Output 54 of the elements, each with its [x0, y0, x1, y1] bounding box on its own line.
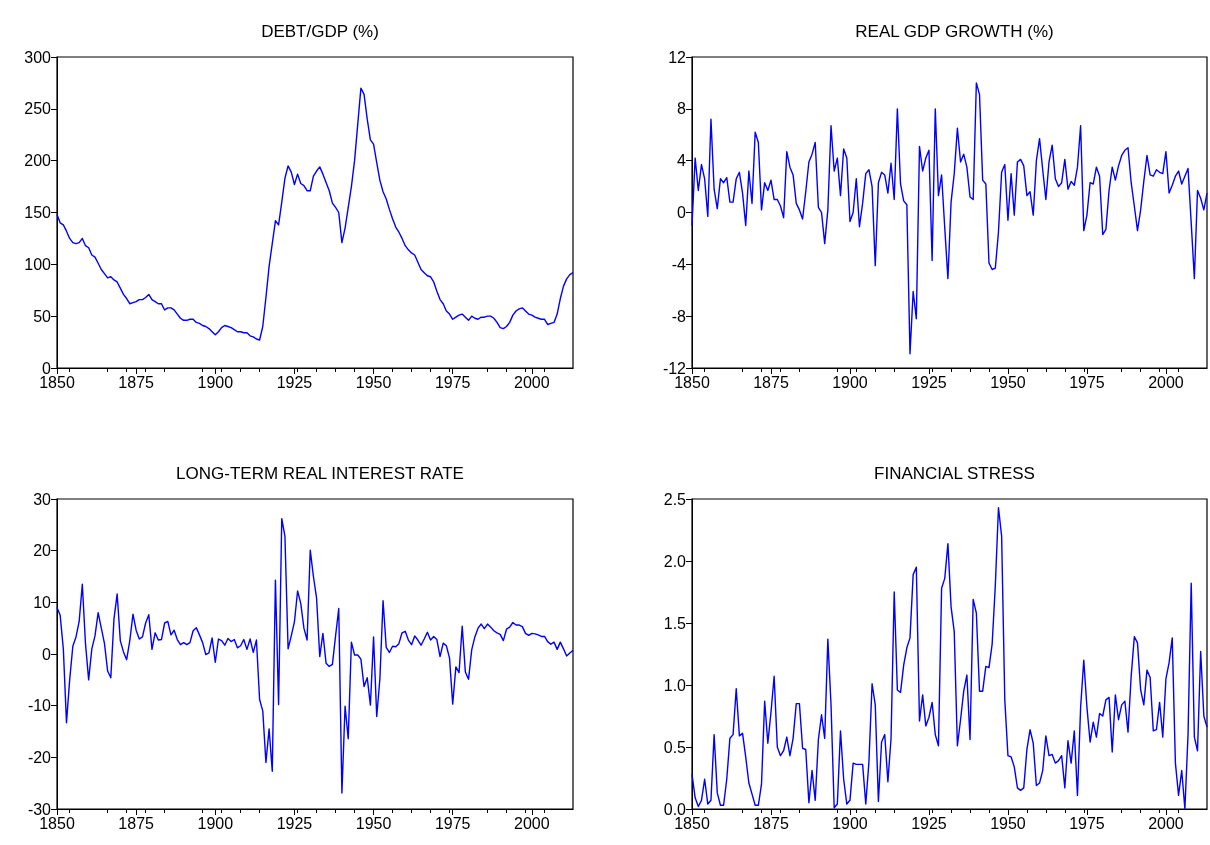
y-tick-label: 10	[33, 593, 52, 611]
x-tick-label: 1975	[1069, 373, 1105, 391]
x-tick-label: 1950	[990, 373, 1026, 391]
x-tick-label: 1900	[197, 814, 234, 832]
x-tick-label: 1950	[990, 814, 1026, 832]
x-tick-label: 2000	[1148, 814, 1184, 832]
x-tick-label: 2000	[1148, 373, 1184, 391]
x-tick-label: 1975	[434, 814, 471, 832]
y-tick-label: 30	[33, 490, 52, 508]
y-tick-label: 200	[24, 152, 52, 170]
y-tick-label: 1.0	[663, 676, 687, 694]
y-tick-label: -4	[671, 255, 687, 273]
y-tick-label: -20	[27, 748, 52, 766]
line-series	[691, 82, 1208, 355]
y-tick-label: 0.5	[663, 738, 687, 756]
y-tick-label: 1.5	[663, 614, 687, 632]
y-tick-label: 2.0	[663, 552, 687, 570]
y-tick-label: -8	[671, 307, 687, 325]
y-tick-label: 150	[24, 204, 52, 221]
x-tick-label: 1875	[753, 373, 789, 391]
x-tick-label: 1925	[911, 814, 947, 832]
x-tick-label: 2000	[514, 814, 550, 832]
y-tick-label: 4	[677, 152, 687, 170]
chart-title: LONG-TERM REAL INTEREST RATE	[176, 464, 464, 483]
y-tick-label: 50	[33, 307, 52, 325]
x-tick-label: 1925	[276, 373, 313, 391]
line-series	[56, 87, 574, 341]
line-series	[56, 517, 574, 794]
y-tick-label: 8	[677, 100, 687, 118]
chart-title: REAL GDP GROWTH (%)	[855, 22, 1054, 41]
y-tick-label: 250	[24, 100, 52, 118]
chart-title: DEBT/GDP (%)	[261, 22, 379, 41]
x-tick-label: 1875	[753, 814, 789, 832]
x-tick-label: 1950	[355, 814, 392, 832]
y-tick-label: 2.5	[663, 490, 687, 508]
chart-title: FINANCIAL STRESS	[874, 464, 1035, 483]
x-tick-label: 1975	[434, 373, 471, 391]
x-tick-label: 1950	[355, 373, 392, 391]
y-tick-label: -10	[27, 697, 52, 715]
x-tick-label: 1900	[832, 814, 868, 832]
x-tick-label: 1900	[832, 373, 868, 391]
y-tick-label: 0	[677, 204, 687, 221]
y-tick-label: 20	[33, 542, 52, 560]
x-tick-label: 2000	[514, 373, 550, 391]
x-tick-label: 1875	[118, 373, 155, 391]
y-tick-label: 0	[42, 645, 52, 663]
x-tick-label: 1925	[911, 373, 947, 391]
x-tick-label: 1900	[197, 373, 234, 391]
x-tick-label: 1975	[1069, 814, 1105, 832]
y-tick-label: 300	[24, 48, 52, 66]
y-tick-label: 100	[24, 255, 52, 273]
y-tick-label: 12	[668, 48, 687, 66]
x-tick-label: 1875	[118, 814, 155, 832]
x-tick-label: 1925	[276, 814, 313, 832]
